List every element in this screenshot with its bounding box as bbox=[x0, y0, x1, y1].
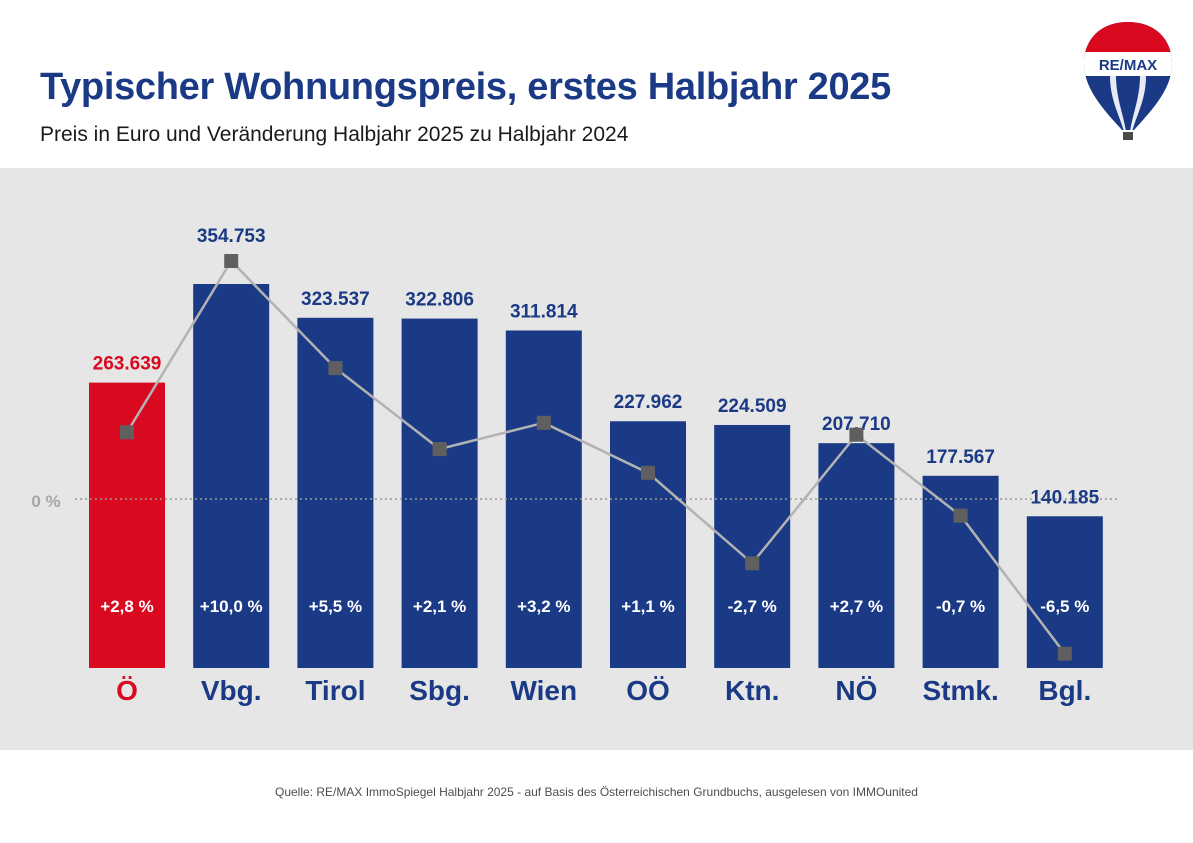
chart-subtitle: Preis in Euro und Veränderung Halbjahr 2… bbox=[40, 123, 629, 146]
category-label-5: Wien bbox=[510, 675, 577, 706]
change-marker-1 bbox=[120, 425, 134, 440]
change-label-3: +5,5 % bbox=[309, 597, 362, 616]
change-label-9: -0,7 % bbox=[936, 597, 985, 616]
change-label-2: +10,0 % bbox=[200, 597, 263, 616]
change-marker-2 bbox=[224, 254, 239, 268]
change-line bbox=[125, 258, 1066, 655]
change-label-6: +1,1 % bbox=[621, 597, 674, 616]
change-label-1: +2,8 % bbox=[100, 597, 153, 616]
change-marker-7 bbox=[745, 556, 760, 571]
change-label-7: -2,7 % bbox=[728, 597, 777, 616]
category-label-7: Ktn. bbox=[725, 675, 779, 706]
bar-2 bbox=[193, 284, 270, 668]
bar-6 bbox=[610, 421, 686, 668]
price-label-10: 140.185 bbox=[1030, 487, 1099, 508]
category-label-1: Ö bbox=[116, 675, 138, 706]
change-marker-4 bbox=[432, 442, 447, 457]
bar-10 bbox=[1026, 516, 1103, 668]
change-marker-5 bbox=[536, 415, 551, 430]
price-label-9: 177.567 bbox=[926, 447, 995, 468]
bar-8 bbox=[818, 443, 895, 668]
remax-balloon-logo: RE/MAX bbox=[1084, 22, 1172, 140]
price-label-8: 207.710 bbox=[822, 414, 891, 435]
change-marker-9 bbox=[953, 508, 968, 523]
price-label-3: 323.537 bbox=[301, 289, 370, 310]
price-label-4: 322.806 bbox=[405, 290, 474, 311]
category-label-2: Vbg. bbox=[201, 675, 262, 706]
bar-3 bbox=[297, 317, 374, 668]
bar-7 bbox=[714, 424, 791, 668]
change-marker-6 bbox=[641, 465, 655, 480]
category-label-9: Stmk. bbox=[922, 675, 998, 706]
change-marker-3 bbox=[328, 361, 343, 376]
bar-9 bbox=[922, 475, 999, 668]
category-label-8: NÖ bbox=[835, 675, 877, 706]
change-label-8: +2,7 % bbox=[830, 597, 883, 616]
category-label-6: OÖ bbox=[626, 675, 670, 706]
logo-text: RE/MAX bbox=[1099, 57, 1157, 74]
source-note: Quelle: RE/MAX ImmoSpiegel Halbjahr 2025… bbox=[275, 785, 918, 799]
change-label-5: +3,2 % bbox=[517, 597, 570, 616]
bar-4 bbox=[401, 318, 478, 668]
price-label-1: 263.639 bbox=[93, 354, 162, 375]
price-label-7: 224.509 bbox=[718, 396, 787, 417]
price-label-2: 354.753 bbox=[197, 226, 266, 247]
category-label-3: Tirol bbox=[305, 675, 365, 706]
zero-label: 0 % bbox=[31, 492, 60, 511]
category-label-10: Bgl. bbox=[1038, 675, 1091, 706]
bar-5 bbox=[505, 330, 582, 668]
chart-title: Typischer Wohnungspreis, erstes Halbjahr… bbox=[40, 66, 891, 108]
change-label-4: +2,1 % bbox=[413, 597, 466, 616]
category-label-4: Sbg. bbox=[409, 675, 470, 706]
change-marker-8 bbox=[849, 427, 864, 442]
price-label-6: 227.962 bbox=[614, 392, 683, 413]
price-label-5: 311.814 bbox=[510, 301, 578, 322]
change-label-10: -6,5 % bbox=[1040, 597, 1089, 616]
change-marker-10 bbox=[1057, 646, 1072, 661]
